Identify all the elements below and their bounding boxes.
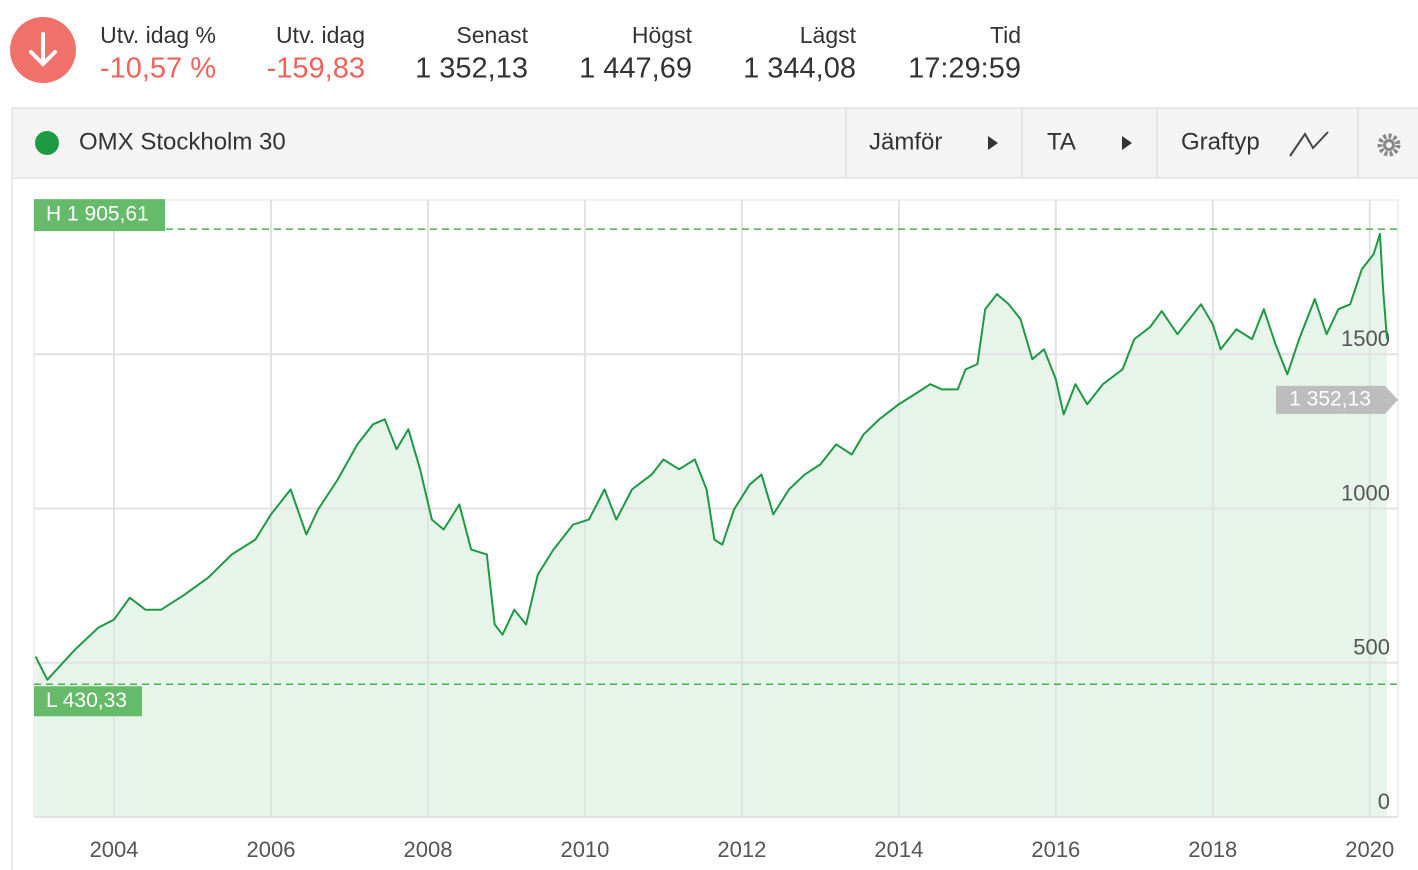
low-tag bbox=[34, 686, 142, 717]
last-tag bbox=[1276, 385, 1398, 414]
compare-button[interactable]: Jämför bbox=[869, 128, 942, 155]
high-label: H 1 905,61 bbox=[46, 203, 149, 226]
y-tick-label: 1000 bbox=[1341, 480, 1390, 505]
plot: 2004 2006 2008 2010 2012 2014 2016 2018 2020 0 500… bbox=[33, 199, 1399, 862]
x-tick-label: 2020 bbox=[1345, 837, 1394, 862]
status-dot bbox=[35, 131, 59, 155]
x-tick-label: 2012 bbox=[717, 837, 766, 862]
stat-label: Tid bbox=[990, 22, 1021, 48]
stat-value: -159,83 bbox=[267, 53, 365, 85]
x-tick-label: 2018 bbox=[1188, 837, 1237, 862]
stat-value: 1 344,08 bbox=[743, 53, 856, 85]
stat-label: Senast bbox=[456, 22, 528, 48]
low-label: L 430,33 bbox=[46, 689, 127, 712]
caret[interactable] bbox=[1122, 136, 1132, 150]
charttype-button[interactable]: Graftyp bbox=[1181, 128, 1260, 155]
down-arrow bbox=[29, 32, 57, 67]
stat-value: -10,57 % bbox=[100, 53, 216, 85]
stat-value: 1 352,13 bbox=[415, 53, 528, 85]
last-label: 1 352,13 bbox=[1289, 387, 1371, 410]
stats: Utv. idag % -10,57 % Utv. idag -159,83 Senas… bbox=[100, 22, 1021, 85]
stat-label: Högst bbox=[632, 22, 693, 48]
x-tick-label: 2014 bbox=[874, 837, 923, 862]
stat-value: 1 447,69 bbox=[579, 53, 692, 85]
stat-label: Utv. idag bbox=[276, 22, 365, 48]
charttype-icon[interactable] bbox=[1289, 131, 1329, 157]
stat-label: Lägst bbox=[800, 22, 857, 48]
price-line bbox=[34, 232, 1389, 681]
x-tick-label: 2016 bbox=[1031, 837, 1080, 862]
high-tag bbox=[34, 199, 165, 232]
toolbar bbox=[11, 107, 1418, 179]
stat-label: Utv. idag % bbox=[100, 22, 216, 48]
x-tick-label: 2008 bbox=[403, 837, 452, 862]
x-tick-label: 2010 bbox=[560, 837, 609, 862]
settings-icon[interactable] bbox=[1377, 133, 1401, 157]
caret[interactable] bbox=[988, 136, 998, 150]
x-tick-label: 2004 bbox=[90, 837, 139, 862]
y-tick-label: 0 bbox=[1378, 789, 1390, 814]
stat-value: 17:29:59 bbox=[908, 53, 1021, 85]
y-tick-label: 1500 bbox=[1341, 326, 1390, 351]
ta-button[interactable]: TA bbox=[1047, 128, 1076, 155]
y-tick-label: 500 bbox=[1353, 635, 1390, 660]
x-tick-label: 2006 bbox=[247, 837, 296, 862]
instrument-name: OMX Stockholm 30 bbox=[79, 128, 286, 155]
